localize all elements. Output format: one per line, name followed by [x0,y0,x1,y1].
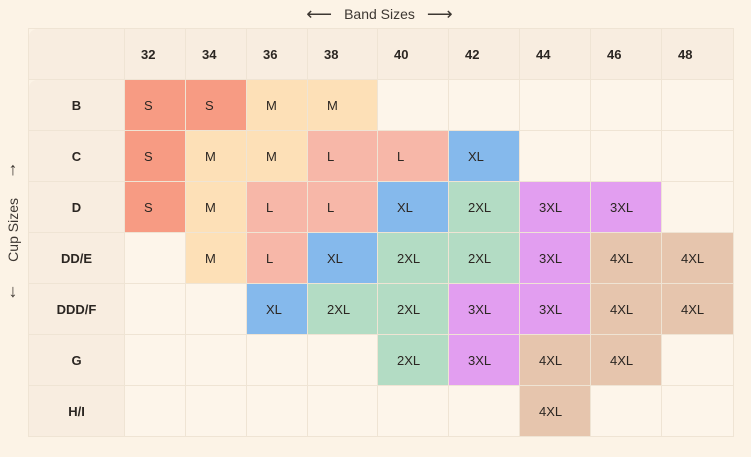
up-arrow-icon: ↑ [8,159,18,179]
empty-cell [661,79,734,131]
empty-cell [377,385,449,437]
size-cell: 4XL [661,232,734,284]
empty-cell [661,181,734,233]
size-cell: 4XL [519,385,591,437]
cup-size-label: B [28,79,125,131]
size-cell: 4XL [661,283,734,335]
size-cell: S [124,79,186,131]
empty-cell [661,334,734,386]
empty-cell [448,79,520,131]
size-cell: XL [448,130,520,182]
band-header-36: 36 [246,28,308,80]
empty-cell [246,334,308,386]
table-row: H/I 4XL [28,385,734,437]
right-arrow-icon: ⟶ [426,4,453,24]
size-cell: S [185,79,247,131]
size-cell: M [307,79,378,131]
size-cell: 2XL [307,283,378,335]
size-cell: L [246,181,308,233]
empty-cell [377,79,449,131]
cup-size-label: G [28,334,125,386]
empty-cell [246,385,308,437]
size-cell: XL [307,232,378,284]
size-chart-table: 32 34 36 38 40 42 44 46 48 B S S M M C S M M L L XL D S M L L XL 2… [28,28,734,437]
cup-size-label: C [28,130,125,182]
empty-cell [124,334,186,386]
size-cell: M [246,79,308,131]
cup-sizes-axis-label: ↑ Cup Sizes ↓ [0,160,26,300]
table-row: DD/E M L XL 2XL 2XL 3XL 4XL 4XL [28,232,734,284]
band-header-row: 32 34 36 38 40 42 44 46 48 [28,28,734,80]
empty-cell [590,130,662,182]
empty-cell [590,385,662,437]
size-cell: 2XL [448,181,520,233]
empty-cell [661,130,734,182]
band-header-48: 48 [661,28,734,80]
empty-cell [124,232,186,284]
size-cell: 4XL [590,232,662,284]
size-cell: XL [246,283,308,335]
cup-size-label: D [28,181,125,233]
empty-cell [185,385,247,437]
table-row: C S M M L L XL [28,130,734,182]
empty-cell [185,283,247,335]
cup-size-label: DD/E [28,232,125,284]
empty-cell [307,385,378,437]
size-cell: 3XL [448,283,520,335]
table-row: D S M L L XL 2XL 3XL 3XL [28,181,734,233]
size-cell: L [377,130,449,182]
size-cell: M [185,181,247,233]
size-cell: M [185,130,247,182]
cup-sizes-label: Cup Sizes [5,198,21,262]
band-header-40: 40 [377,28,449,80]
size-cell: L [307,181,378,233]
size-cell: XL [377,181,449,233]
size-cell: 3XL [519,232,591,284]
size-cell: 2XL [377,283,449,335]
size-cell: M [246,130,308,182]
empty-cell [124,283,186,335]
size-cell: 3XL [590,181,662,233]
size-cell: 4XL [519,334,591,386]
empty-cell [185,334,247,386]
band-sizes-axis-label: ⟵ Band Sizes ⟶ [0,5,751,23]
cup-size-label: H/I [28,385,125,437]
size-cell: L [246,232,308,284]
band-header-34: 34 [185,28,247,80]
left-arrow-icon: ⟵ [306,4,333,24]
empty-cell [519,130,591,182]
size-cell: 2XL [448,232,520,284]
size-cell: 3XL [448,334,520,386]
size-cell: 2XL [377,334,449,386]
empty-cell [661,385,734,437]
size-cell: L [307,130,378,182]
size-cell: 3XL [519,181,591,233]
table-row: G 2XL 3XL 4XL 4XL [28,334,734,386]
empty-cell [448,385,520,437]
empty-cell [307,334,378,386]
size-cell: 4XL [590,283,662,335]
size-cell: 4XL [590,334,662,386]
size-cell: M [185,232,247,284]
size-cell: 2XL [377,232,449,284]
band-header-46: 46 [590,28,662,80]
band-header-42: 42 [448,28,520,80]
band-header-32: 32 [124,28,186,80]
empty-cell [590,79,662,131]
table-row: DDD/F XL 2XL 2XL 3XL 3XL 4XL 4XL [28,283,734,335]
size-cell: S [124,130,186,182]
size-cell: S [124,181,186,233]
empty-cell [519,79,591,131]
size-cell: 3XL [519,283,591,335]
cup-size-label: DDD/F [28,283,125,335]
band-sizes-label: Band Sizes [344,6,415,22]
band-header-38: 38 [307,28,378,80]
corner-cell [28,28,125,80]
down-arrow-icon: ↓ [8,281,18,301]
band-header-44: 44 [519,28,591,80]
empty-cell [124,385,186,437]
